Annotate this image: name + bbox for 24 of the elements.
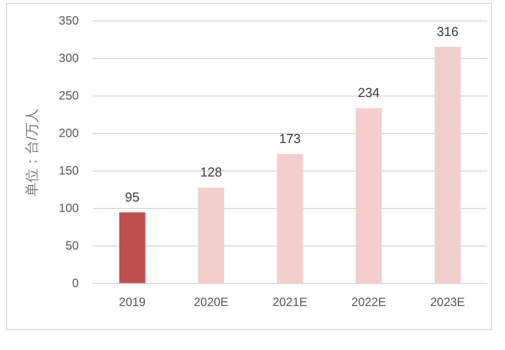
bar [434, 46, 461, 284]
x-tick-label: 2023E [430, 295, 465, 310]
data-label: 173 [279, 130, 301, 146]
x-tick-label: 2022E [351, 295, 386, 310]
bar [356, 108, 382, 284]
y-tick-label: 350 [58, 14, 80, 28]
data-label: 234 [358, 85, 380, 100]
data-label: 95 [125, 189, 140, 204]
x-tick-label: 2019 [118, 295, 146, 310]
y-tick-label: 100 [58, 200, 80, 215]
bar [198, 188, 224, 284]
y-tick-label: 50 [65, 238, 80, 252]
y-tick-label: 0 [72, 276, 80, 290]
data-label: 316 [436, 24, 458, 39]
y-tick-label: 300 [58, 51, 80, 65]
y-tick-label: 200 [58, 126, 80, 140]
data-label: 128 [200, 164, 222, 180]
y-tick-label: 150 [58, 163, 80, 178]
x-tick-label: 2020E [194, 295, 228, 310]
bar [276, 154, 303, 284]
y-axis-title: 单位：台/万人 [23, 108, 40, 196]
bar [119, 212, 146, 284]
y-tick-label: 250 [58, 88, 80, 102]
x-tick-label: 2021E [272, 295, 308, 310]
